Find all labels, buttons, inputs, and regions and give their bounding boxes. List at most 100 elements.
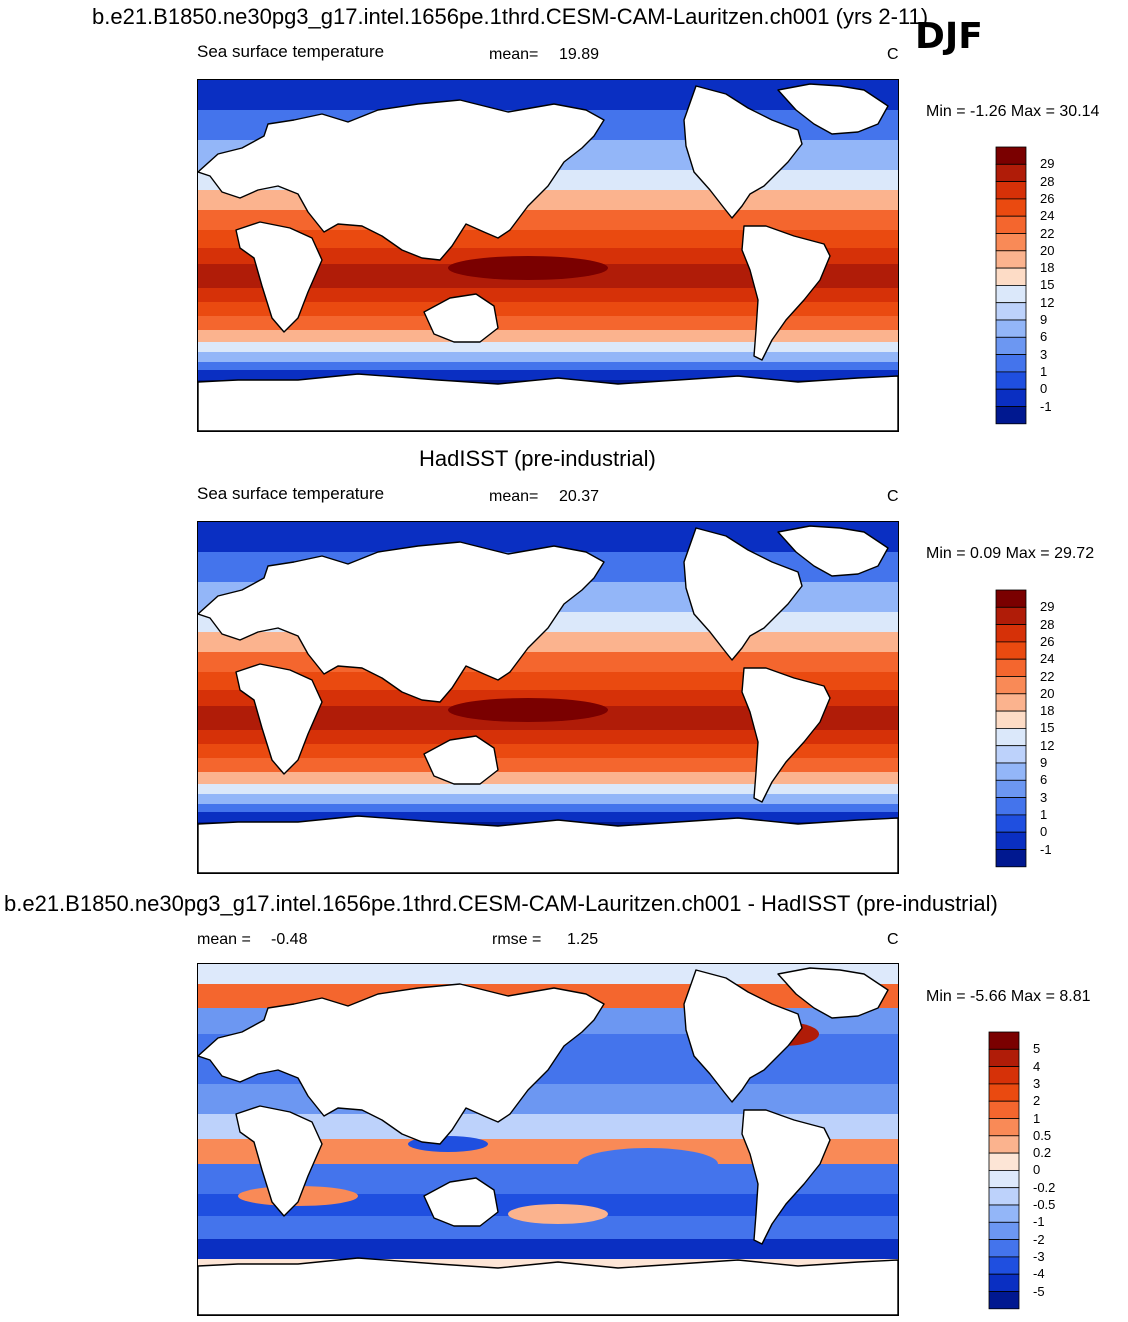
sst-band [198, 276, 898, 288]
sst-band [198, 690, 898, 706]
anomaly-blob [578, 1148, 718, 1180]
sst-band [198, 1084, 898, 1114]
colorbar-swatch [995, 267, 1027, 286]
colorbar-tick-label: 20 [1040, 685, 1055, 701]
map-svg [198, 522, 898, 873]
sst-band [198, 1216, 898, 1239]
colorbar-tick-label: -1 [1040, 398, 1052, 414]
sst-band [198, 718, 898, 730]
panel2-mean-label: mean= [489, 488, 539, 505]
warm-pool [448, 698, 608, 722]
sst-band [198, 804, 898, 812]
land-mass [683, 85, 803, 219]
colorbar-swatch [995, 797, 1027, 816]
sst-band [198, 248, 898, 264]
sst-band [198, 352, 898, 362]
colorbar-swatch [995, 319, 1027, 338]
sst-band [198, 230, 898, 248]
colorbar-swatch [995, 181, 1027, 200]
colorbar-swatch [995, 146, 1027, 165]
land-mass [777, 525, 889, 577]
colorbar-tick-label: 18 [1040, 260, 1055, 276]
colorbar-swatch [995, 658, 1027, 677]
colorbar-swatch [995, 849, 1027, 868]
sst-band [198, 370, 898, 380]
colorbar-tick-label: 22 [1040, 668, 1055, 684]
panel3-rmse-value: 1.25 [567, 931, 599, 948]
land-mass [423, 1177, 499, 1227]
colorbar-swatch [995, 284, 1027, 304]
colorbar-swatch [995, 589, 1027, 608]
colorbar-tick-label: 6 [1040, 772, 1048, 788]
panel2-map [197, 521, 899, 874]
anomaly-blob [508, 1204, 608, 1224]
colorbar-tick-label: 1 [1040, 806, 1048, 822]
colorbar-tick-label: 0 [1033, 1162, 1041, 1178]
colorbar-swatch [988, 1066, 1020, 1085]
colorbar-swatch [995, 641, 1027, 660]
colorbar-tick-label: 4 [1033, 1058, 1041, 1074]
sst-band [198, 302, 898, 316]
colorbar-swatch [995, 406, 1027, 425]
panel1-minmax: Min = -1.26 Max = 30.14 [926, 103, 1100, 120]
colorbar-swatch [988, 1256, 1020, 1275]
colorbar-svg [995, 146, 1027, 425]
sst-band [198, 342, 898, 352]
colorbar-swatch [988, 1221, 1020, 1241]
land-mass [198, 373, 898, 431]
colorbar-tick-label: 1 [1033, 1110, 1041, 1126]
panel1-variable: Sea surface temperature [197, 42, 385, 61]
colorbar-tick-label: 29 [1040, 156, 1055, 172]
panel3-map [197, 963, 899, 1316]
colorbar-tick-label: 9 [1040, 312, 1048, 327]
colorbar-tick-label: 24 [1040, 208, 1055, 224]
colorbar-tick-label: 12 [1040, 294, 1055, 310]
colorbar-tick-label: 24 [1040, 651, 1055, 667]
sst-band [198, 288, 898, 302]
sst-band [198, 672, 898, 690]
colorbar-tick-label: 20 [1040, 242, 1055, 258]
colorbar-swatch [995, 779, 1027, 799]
land-mass [741, 667, 831, 803]
panel2-colorbar: 29 28 26 24 22 20 18 15 12 9 6 3 1 0 -1 [995, 589, 1054, 873]
colorbar-tick-label: 26 [1040, 190, 1055, 206]
colorbar-tick-label: -1 [1033, 1214, 1045, 1230]
colorbar-swatch [995, 198, 1027, 217]
panel3-mean-label: mean = [197, 931, 251, 948]
land-mass [683, 969, 803, 1103]
map-svg [198, 80, 898, 431]
colorbar-tick-label: 12 [1040, 737, 1055, 753]
sst-band [198, 330, 898, 342]
colorbar-tick-label: 9 [1040, 755, 1048, 770]
colorbar-swatch [988, 1187, 1020, 1206]
sst-band [198, 210, 898, 230]
panel2-variable: Sea surface temperature [197, 484, 385, 503]
colorbar-swatch [995, 388, 1027, 407]
colorbar-swatch [995, 336, 1027, 356]
sst-band [198, 316, 898, 330]
colorbar-tick-label: 0 [1040, 824, 1048, 840]
land-mass [235, 663, 323, 775]
colorbar-swatch [988, 1291, 1020, 1310]
colorbar-swatch [995, 745, 1027, 764]
panel1-mean-label: mean= [489, 46, 539, 63]
colorbar-tick-label: -1 [1040, 841, 1052, 857]
sst-band [198, 652, 898, 672]
land-mass [777, 83, 889, 135]
panel3-rmse-label: rmse = [492, 931, 542, 948]
colorbar-tick-label: 6 [1040, 329, 1048, 345]
land-mass [683, 527, 803, 661]
colorbar-swatch [995, 831, 1027, 850]
warm-pool [448, 256, 608, 280]
panel2-mean-value: 20.37 [559, 488, 600, 505]
sst-band [198, 758, 898, 772]
colorbar-tick-label: -2 [1033, 1231, 1045, 1247]
colorbar-tick-label: 29 [1040, 599, 1055, 615]
panel1-map [197, 79, 899, 432]
panel3-units: C [887, 931, 899, 948]
sst-band [198, 784, 898, 794]
colorbar-swatch [995, 371, 1027, 390]
colorbar-tick-label: -0.5 [1033, 1197, 1056, 1212]
colorbar-tick-label: 3 [1040, 789, 1048, 805]
colorbar-tick-label: 28 [1040, 616, 1055, 632]
